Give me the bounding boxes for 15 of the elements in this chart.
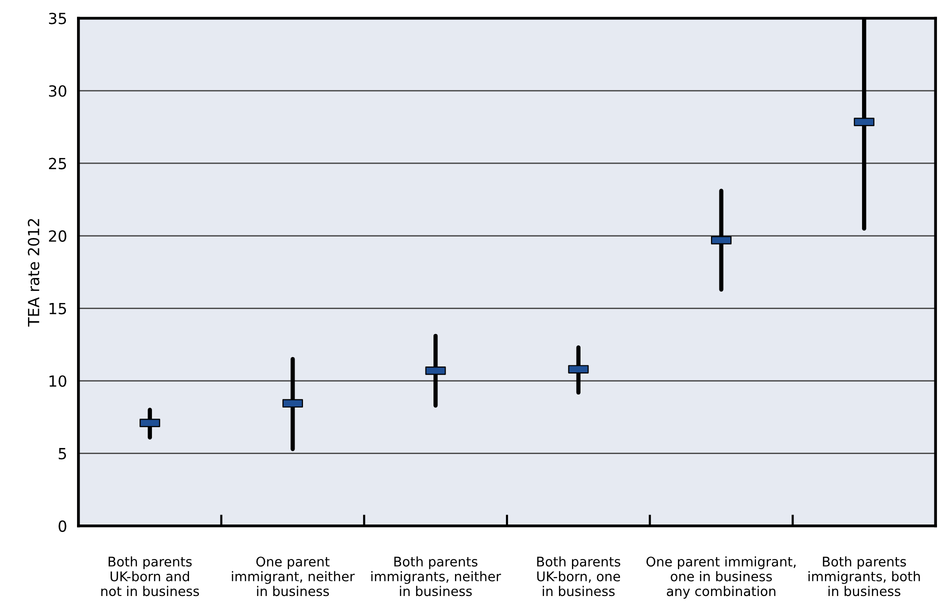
x-tick-label: One parent immigrant, one in business any combination — [646, 556, 796, 599]
y-tick-label: 35 — [49, 12, 66, 24]
x-tick-label: Both parents UK-born and not in business — [101, 556, 199, 596]
y-tick-label: 30 — [49, 85, 66, 97]
x-tick-label: Both parents UK-born, one in business — [537, 556, 620, 596]
y-tick-label: 5 — [58, 448, 66, 460]
y-axis-title: TEA rate 2012 — [28, 219, 40, 327]
x-tick-label: One parent immigrant, neither in business — [232, 556, 355, 596]
y-tick-label: 0 — [58, 520, 66, 532]
x-tick-label: Both parents immigrants, neither in business — [371, 556, 502, 596]
y-tick-label: 10 — [50, 375, 66, 387]
y-tick-label: 25 — [49, 158, 66, 170]
y-tick-label: 20 — [49, 230, 66, 242]
y-tick-label: 15 — [50, 303, 66, 314]
x-tick-label: Both parents immigrants, both in business — [808, 556, 920, 596]
